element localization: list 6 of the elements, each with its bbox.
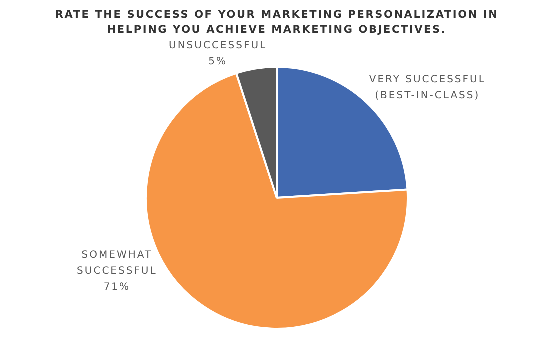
chart-title: RATE THE SUCCESS OF YOUR MARKETING PERSONALIZATION IN HELPING YOU ACHIEVE MARKETING OBJECTIVES.	[54, 8, 500, 38]
slice-label: UNSUCCESSFUL	[169, 40, 268, 52]
data-label: 71%	[104, 282, 131, 293]
slice-label: SOMEWHAT SUCCESSFUL	[77, 250, 158, 277]
slice-label: VERY SUCCESSFUL (BEST-IN-CLASS)	[369, 74, 486, 102]
data-label: 5%	[208, 56, 228, 68]
